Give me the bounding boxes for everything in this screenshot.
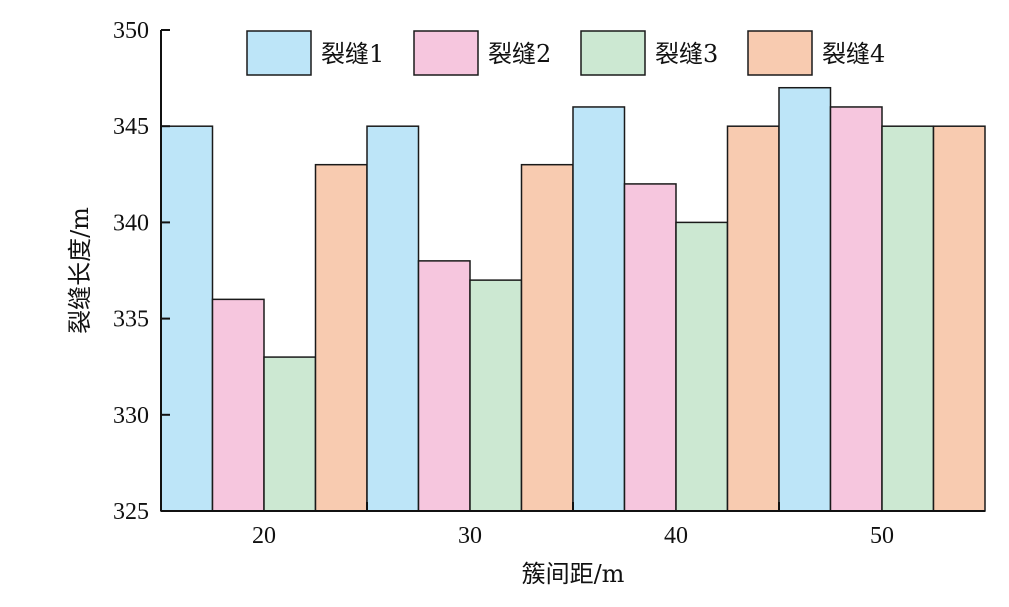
bar-4-cat-40 [726,125,780,512]
x-tick-label: 20 [252,523,276,549]
x-tick-label: 50 [870,523,894,549]
legend-label-3: 裂缝3 [655,40,718,68]
y-tick-label: 335 [113,307,149,333]
x-axis-title: 簇间距/m [522,560,625,588]
bar-1-cat-40 [572,106,626,512]
bars-group [160,86,986,512]
bar-3-cat-30 [469,279,523,512]
x-tick-label: 30 [458,523,482,549]
x-tick-label: 40 [664,523,688,549]
bar-4-cat-30 [520,163,574,512]
bar-2-cat-20 [211,298,265,512]
legend-label-1: 裂缝1 [321,40,384,68]
bar-1-cat-30 [366,125,420,512]
y-tick-label: 330 [113,403,149,429]
bar-2-cat-50 [829,106,883,512]
legend-swatch-3 [580,30,646,76]
bar-1-cat-50 [778,86,832,512]
y-tick-label: 325 [113,499,149,525]
bar-3-cat-40 [675,221,729,512]
bar-4-cat-50 [932,125,986,512]
legend: 裂缝1 裂缝2 裂缝3 裂缝4 [246,30,885,76]
legend-swatch-1 [246,30,312,76]
bar-2-cat-40 [623,183,677,512]
y-axis-title: 裂缝长度/m [66,207,94,334]
legend-label-4: 裂缝4 [822,40,885,68]
bar-3-cat-20 [263,356,317,512]
y-tick-label: 350 [113,18,149,44]
legend-label-2: 裂缝2 [488,40,551,68]
legend-swatch-2 [413,30,479,76]
x-ticks-group: 20 30 40 50 [252,502,894,549]
y-tick-label: 345 [113,114,149,140]
y-ticks-group: 325 330 335 340 345 350 [113,18,170,525]
bar-4-cat-20 [314,163,368,512]
y-tick-label: 340 [113,210,149,236]
legend-swatch-4 [747,30,813,76]
bar-3-cat-50 [881,125,935,512]
bar-2-cat-30 [417,260,471,512]
